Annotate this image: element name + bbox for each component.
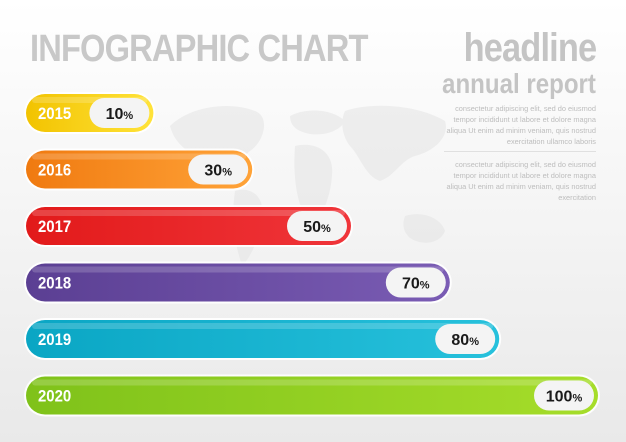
bar-2016: 2016 30% bbox=[24, 148, 255, 191]
bar bbox=[26, 320, 500, 358]
category-label: 2015 bbox=[38, 105, 71, 123]
value-label: 100% bbox=[546, 389, 583, 406]
value-pill bbox=[385, 267, 446, 298]
bar-highlight bbox=[32, 153, 247, 160]
body-paragraph-2: consectetur adipiscing elit, sed do eius… bbox=[446, 160, 596, 202]
bar-2015: 2015 10% bbox=[24, 92, 156, 134]
value-label: 10% bbox=[106, 106, 134, 123]
value-pill bbox=[188, 154, 249, 185]
category-label: 2017 bbox=[38, 218, 71, 236]
bar-highlight bbox=[32, 210, 345, 216]
value-pill bbox=[435, 324, 496, 354]
value-label: 70% bbox=[402, 276, 430, 293]
bar-2020: 2020 100% bbox=[24, 374, 600, 417]
bar-highlight bbox=[32, 266, 444, 273]
category-label: 2016 bbox=[38, 162, 71, 180]
category-label: 2018 bbox=[38, 275, 71, 293]
chart-title: INFOGRAPHIC CHART bbox=[30, 28, 368, 70]
bar-highlight bbox=[32, 379, 592, 386]
bar-2017: 2017 50% bbox=[24, 205, 353, 247]
value-label: 80% bbox=[451, 332, 479, 349]
value-pill bbox=[534, 380, 594, 411]
category-label: 2020 bbox=[38, 388, 71, 406]
bar-2018: 2018 70% bbox=[24, 261, 452, 304]
value-label: 50% bbox=[303, 219, 331, 236]
bar bbox=[26, 376, 598, 415]
bar-2019: 2019 80% bbox=[24, 318, 502, 360]
category-label: 2019 bbox=[38, 331, 71, 349]
bar bbox=[26, 207, 351, 245]
divider bbox=[444, 151, 596, 152]
bar-highlight bbox=[32, 323, 494, 329]
value-pill bbox=[89, 98, 150, 128]
value-pill bbox=[287, 211, 347, 241]
headline: headline bbox=[463, 26, 597, 70]
body-paragraph-1: consectetur adipiscing elit, sed do eius… bbox=[446, 104, 596, 146]
value-label: 30% bbox=[204, 163, 232, 180]
subheadline: annual report bbox=[442, 68, 596, 99]
bar bbox=[26, 263, 450, 302]
